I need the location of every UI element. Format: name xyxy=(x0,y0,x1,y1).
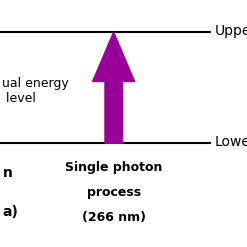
Text: Lower: Lower xyxy=(215,135,247,149)
Text: Upper: Upper xyxy=(215,24,247,38)
Text: n: n xyxy=(2,166,12,180)
FancyArrow shape xyxy=(93,32,135,143)
Text: process: process xyxy=(86,186,141,199)
Text: a): a) xyxy=(2,206,18,219)
Text: (266 nm): (266 nm) xyxy=(82,211,146,224)
Text: Single photon: Single photon xyxy=(65,162,162,174)
Text: ual energy
 level: ual energy level xyxy=(2,77,69,105)
